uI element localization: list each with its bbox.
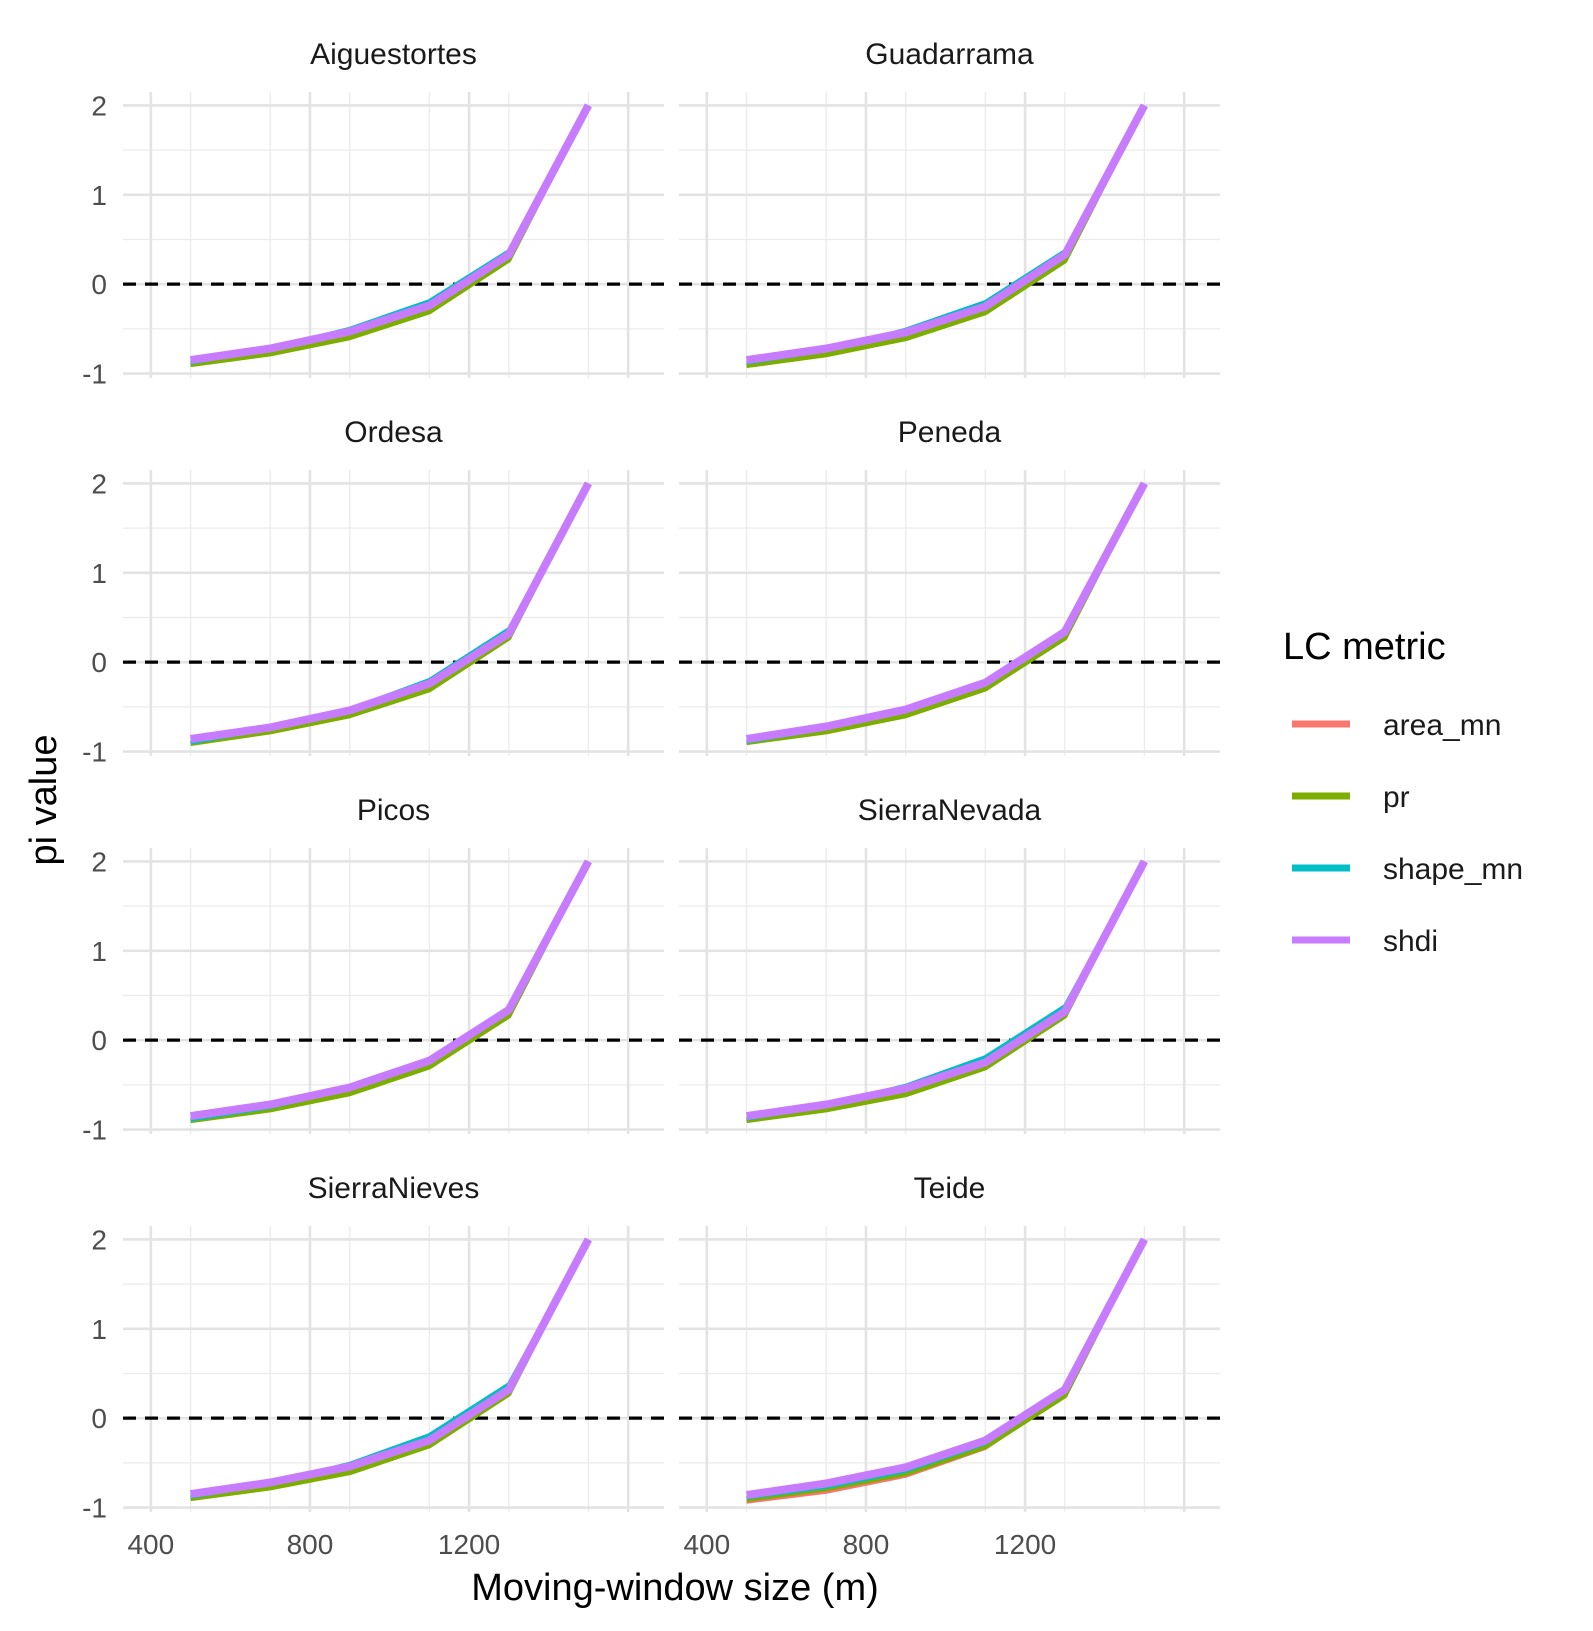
facet-panel: SierraNieves -1 0 1 2 400 800 1200 xyxy=(82,1172,664,1560)
series-line-pr xyxy=(190,482,591,746)
x-tick-label: 1200 xyxy=(438,1529,500,1560)
facet-panels: Aiguestortes -1 0 1 2 Guadarrama Ordesa -1 0 1 2 Pe… xyxy=(82,38,1220,1560)
series-line-shdi xyxy=(190,1237,592,1499)
series-line-shdi xyxy=(190,103,592,365)
panel-title: Teide xyxy=(914,1172,986,1205)
series-line-pr xyxy=(746,860,1147,1124)
y-tick-label: 0 xyxy=(91,269,107,300)
legend-label: pr xyxy=(1383,781,1410,814)
series-line-shdi xyxy=(190,481,592,743)
y-tick-label: 2 xyxy=(91,90,107,121)
x-tick-label: 400 xyxy=(683,1529,730,1560)
y-tick-label: 1 xyxy=(91,1314,107,1345)
legend-label: area_mn xyxy=(1383,709,1501,742)
y-axis-title: pi value xyxy=(23,735,65,866)
series-line-pr xyxy=(746,1238,1147,1502)
series-line-pr xyxy=(190,1238,591,1502)
x-tick-label: 400 xyxy=(127,1529,174,1560)
y-tick-label: 0 xyxy=(91,1403,107,1434)
legend-label: shdi xyxy=(1383,925,1438,958)
facet-panel: Ordesa -1 0 1 2 xyxy=(82,416,664,768)
series-line-pr xyxy=(190,860,591,1124)
y-tick-label: 1 xyxy=(91,180,107,211)
legend-label: shape_mn xyxy=(1383,853,1523,886)
legend-entry: shdi xyxy=(1292,925,1438,958)
facet-panel: Aiguestortes -1 0 1 2 xyxy=(82,38,664,390)
y-tick-label: -1 xyxy=(82,359,107,390)
series-line-shdi xyxy=(746,859,1148,1121)
panel-title: Guadarrama xyxy=(865,38,1034,71)
y-tick-label: 2 xyxy=(91,468,107,499)
y-tick-label: 1 xyxy=(91,558,107,589)
legend-entry: pr xyxy=(1292,781,1410,814)
series-line-shdi xyxy=(746,103,1148,365)
y-tick-label: 2 xyxy=(91,1224,107,1255)
series-line-pr xyxy=(746,482,1147,746)
y-tick-label: -1 xyxy=(82,1115,107,1146)
x-axis-title: Moving-window size (m) xyxy=(471,1567,879,1609)
legend-entry: area_mn xyxy=(1292,709,1501,742)
y-tick-label: -1 xyxy=(82,737,107,768)
facet-panel: Picos -1 0 1 2 xyxy=(82,794,664,1146)
facet-panel: Teide 400 800 1200 xyxy=(679,1172,1220,1560)
legend-entry: shape_mn xyxy=(1292,853,1523,886)
series-line-pr xyxy=(746,104,1147,368)
panel-title: Peneda xyxy=(898,416,1002,449)
facet-panel: Guadarrama xyxy=(679,38,1220,378)
y-tick-label: 0 xyxy=(91,647,107,678)
x-tick-label: 800 xyxy=(287,1529,334,1560)
panel-title: Picos xyxy=(357,794,430,827)
facet-panel: Peneda xyxy=(679,416,1220,756)
y-tick-label: -1 xyxy=(82,1493,107,1524)
panel-title: SierraNevada xyxy=(858,794,1042,827)
y-tick-label: 2 xyxy=(91,846,107,877)
series-line-shape_mn xyxy=(746,1238,1147,1500)
x-tick-label: 1200 xyxy=(994,1529,1056,1560)
series-line-shdi xyxy=(745,481,1148,743)
panel-title: Ordesa xyxy=(344,416,443,449)
y-tick-label: 0 xyxy=(91,1025,107,1056)
legend-title: LC metric xyxy=(1283,626,1446,668)
facet-panel: SierraNevada xyxy=(679,794,1220,1134)
series-line-shdi xyxy=(746,1237,1148,1499)
series-line-pr xyxy=(190,104,591,368)
panel-title: SierraNieves xyxy=(308,1172,480,1205)
series-line-shdi xyxy=(190,859,592,1121)
panel-title: Aiguestortes xyxy=(310,38,477,71)
y-tick-label: 1 xyxy=(91,936,107,967)
x-tick-label: 800 xyxy=(843,1529,890,1560)
